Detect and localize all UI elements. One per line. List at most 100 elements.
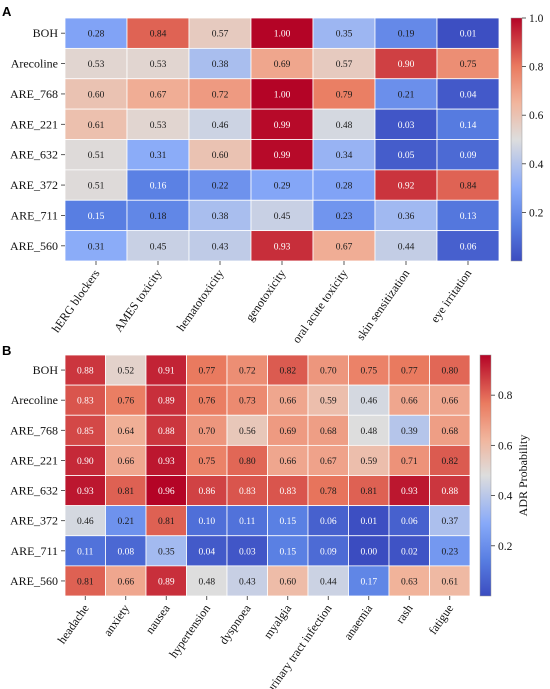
cell-value-label: 0.37: [441, 517, 458, 527]
cell-value-label: 0.80: [441, 367, 458, 377]
heatmap-cell: [145, 505, 187, 537]
cell-value-label: 0.66: [117, 577, 134, 587]
heatmap-cell: [145, 384, 187, 416]
cell-value-label: 0.44: [398, 242, 415, 252]
cell-value-label: 0.84: [460, 182, 477, 192]
cell-value-label: 0.72: [239, 367, 256, 377]
column-label: eye irritation: [428, 267, 475, 326]
heatmap-cell: [348, 535, 390, 567]
cell-value-label: 0.59: [320, 397, 337, 407]
cell-value-label: 0.09: [460, 151, 477, 161]
heatmap-cell: [436, 169, 500, 201]
cell-value-label: 0.13: [460, 212, 477, 222]
heatmap-cell: [64, 169, 128, 201]
heatmap-cell: [388, 475, 430, 507]
cell-value-label: 0.00: [360, 547, 377, 557]
cell-value-label: 0.10: [198, 517, 215, 527]
column-label: myalgia: [261, 601, 295, 641]
cell-value-label: 0.75: [460, 60, 477, 70]
cell-value-label: 0.69: [274, 60, 291, 70]
cell-value-label: 0.57: [212, 30, 229, 40]
column-label: genotoxicity: [243, 267, 289, 324]
cell-value-label: 0.63: [401, 577, 418, 587]
heatmap-cell: [250, 230, 314, 262]
cell-value-label: 0.51: [88, 151, 105, 161]
column-label: dyspnoea: [216, 601, 254, 647]
row-label: ARE_372: [10, 514, 58, 528]
cell-value-label: 0.52: [117, 367, 134, 377]
panel-label-a: A: [2, 4, 12, 19]
heatmap-cell: [64, 535, 106, 567]
cell-value-label: 0.81: [360, 487, 377, 497]
heatmap-cell: [307, 565, 349, 597]
cell-value-label: 0.79: [336, 90, 353, 100]
heatmap-cell: [145, 354, 187, 386]
cell-value-label: 0.83: [239, 487, 256, 497]
row-label: ARE_711: [10, 544, 58, 558]
heatmap-cell: [186, 354, 228, 386]
cell-value-label: 0.83: [279, 487, 296, 497]
colorbar-tick-label: 1.0: [529, 13, 544, 25]
cell-value-label: 0.48: [360, 427, 377, 437]
cell-value-label: 0.38: [212, 60, 229, 70]
heatmap-cell: [429, 354, 471, 386]
cell-value-label: 0.61: [441, 577, 458, 587]
cell-value-label: 0.45: [150, 242, 167, 252]
row-label: ARE_221: [10, 117, 58, 131]
cell-value-label: 0.28: [88, 30, 105, 40]
cell-value-label: 0.70: [198, 427, 215, 437]
heatmap-cell: [374, 199, 438, 232]
heatmap-cell: [267, 535, 309, 567]
cell-value-label: 0.67: [150, 90, 167, 100]
column-label: skin sensitization: [353, 267, 412, 343]
cell-value-label: 0.38: [212, 212, 229, 222]
cell-value-label: 0.16: [150, 182, 167, 192]
cell-value-label: 0.93: [77, 487, 94, 497]
heatmap-cell: [429, 444, 471, 476]
heatmap-cell: [188, 47, 252, 80]
column-label: headache: [55, 602, 92, 647]
cell-value-label: 0.78: [320, 487, 337, 497]
cell-value-label: 0.93: [158, 457, 175, 467]
cell-value-label: 0.69: [279, 427, 296, 437]
cell-value-label: 0.53: [150, 60, 167, 70]
heatmap-cell: [64, 199, 128, 232]
cell-value-label: 0.72: [212, 90, 229, 100]
cell-value-label: 0.80: [239, 457, 256, 467]
cell-value-label: 0.48: [198, 577, 215, 587]
heatmap-cell: [250, 199, 314, 232]
cell-value-label: 0.85: [77, 427, 94, 437]
heatmap-cell: [226, 414, 268, 446]
heatmap-cell: [436, 78, 500, 110]
column-label: oral acute toxicity: [289, 267, 350, 346]
heatmap-cell: [374, 78, 438, 110]
cell-value-label: 0.46: [77, 517, 94, 527]
cell-value-label: 0.23: [336, 212, 353, 222]
heatmap-cell: [105, 414, 147, 446]
row-label: Arecoline: [11, 393, 58, 407]
cell-value-label: 0.66: [279, 397, 296, 407]
cell-value-label: 0.90: [398, 60, 415, 70]
cell-value-label: 0.06: [320, 517, 337, 527]
cell-value-label: 0.31: [150, 151, 167, 161]
heatmap-cell: [388, 444, 430, 476]
row-label: ARE_768: [10, 423, 58, 437]
cell-value-label: 1.00: [274, 30, 291, 40]
column-label: anxiety: [100, 602, 132, 639]
cell-value-label: 0.60: [212, 151, 229, 161]
cell-value-label: 0.04: [198, 547, 215, 557]
column-label: anaemia: [341, 601, 376, 642]
cell-value-label: 0.44: [320, 577, 337, 587]
row-label: ARE_560: [10, 239, 58, 253]
cell-value-label: 0.36: [398, 212, 415, 222]
cell-value-label: 0.01: [360, 517, 377, 527]
heatmap-cell: [105, 384, 147, 416]
heatmap-cell: [64, 444, 106, 476]
cell-value-label: 0.61: [88, 121, 105, 131]
heatmap-cell: [267, 414, 309, 446]
row-label: BOH: [33, 26, 59, 40]
cell-value-label: 0.08: [117, 547, 134, 557]
heatmap-cell: [126, 230, 190, 262]
cell-value-label: 0.88: [77, 367, 94, 377]
